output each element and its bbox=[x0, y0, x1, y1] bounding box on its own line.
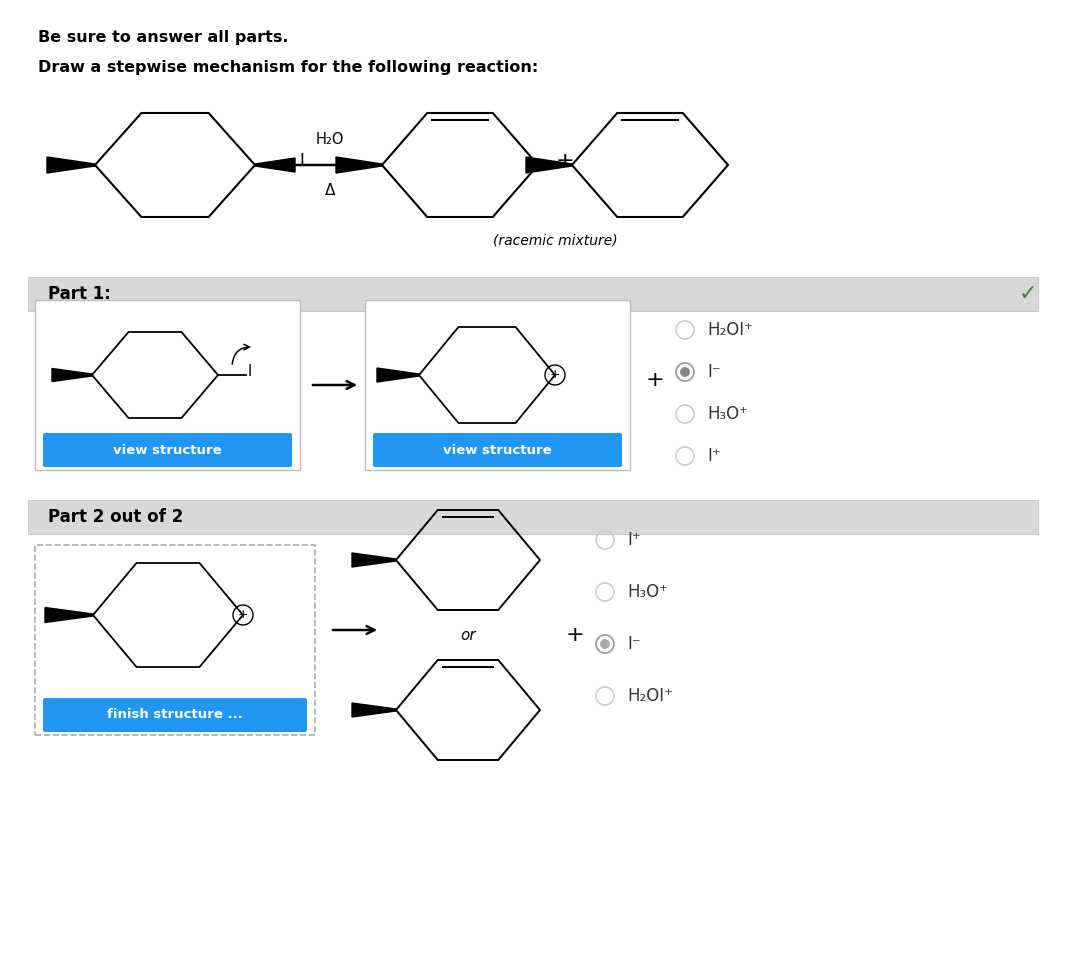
Polygon shape bbox=[47, 157, 95, 173]
Text: I: I bbox=[299, 152, 304, 170]
Text: +: + bbox=[237, 608, 248, 620]
Text: I: I bbox=[248, 364, 252, 378]
Text: Be sure to answer all parts.: Be sure to answer all parts. bbox=[38, 30, 289, 45]
FancyBboxPatch shape bbox=[373, 433, 622, 467]
Text: I⁻: I⁻ bbox=[707, 363, 721, 381]
Bar bbox=[35, 545, 315, 735]
Text: +: + bbox=[566, 625, 585, 645]
Text: I⁻: I⁻ bbox=[627, 635, 641, 653]
Text: H₂O: H₂O bbox=[315, 132, 344, 147]
FancyArrowPatch shape bbox=[232, 345, 249, 364]
Text: view structure: view structure bbox=[113, 444, 222, 457]
Polygon shape bbox=[353, 703, 396, 717]
Text: Part 1:: Part 1: bbox=[48, 285, 111, 303]
Text: Part 2 out of 2: Part 2 out of 2 bbox=[48, 508, 183, 526]
Polygon shape bbox=[526, 157, 572, 173]
FancyBboxPatch shape bbox=[43, 433, 292, 467]
Text: ✓: ✓ bbox=[1019, 284, 1037, 304]
Polygon shape bbox=[45, 608, 93, 622]
Bar bbox=[28, 277, 1038, 311]
Text: H₃O⁺: H₃O⁺ bbox=[707, 405, 748, 423]
Circle shape bbox=[681, 367, 690, 377]
Text: H₃O⁺: H₃O⁺ bbox=[627, 583, 668, 601]
Text: I⁺: I⁺ bbox=[707, 447, 721, 465]
Polygon shape bbox=[335, 157, 382, 173]
Text: H₂OI⁺: H₂OI⁺ bbox=[707, 321, 753, 339]
Bar bbox=[28, 500, 1038, 534]
Text: I⁺: I⁺ bbox=[627, 531, 641, 549]
Text: Δ: Δ bbox=[325, 183, 335, 198]
Text: H₂OI⁺: H₂OI⁺ bbox=[627, 687, 673, 705]
Bar bbox=[365, 300, 630, 470]
Text: (racemic mixture): (racemic mixture) bbox=[493, 233, 618, 247]
Circle shape bbox=[600, 639, 610, 649]
Text: or: or bbox=[460, 628, 476, 642]
Polygon shape bbox=[52, 369, 92, 381]
Text: +: + bbox=[550, 368, 560, 380]
Text: finish structure ...: finish structure ... bbox=[108, 708, 243, 722]
Text: view structure: view structure bbox=[443, 444, 552, 457]
FancyBboxPatch shape bbox=[43, 698, 307, 732]
Polygon shape bbox=[255, 158, 295, 172]
Polygon shape bbox=[377, 368, 419, 382]
Bar bbox=[35, 300, 300, 470]
Text: +: + bbox=[556, 151, 574, 171]
Text: +: + bbox=[645, 370, 665, 390]
Polygon shape bbox=[353, 553, 396, 567]
Text: Draw a stepwise mechanism for the following reaction:: Draw a stepwise mechanism for the follow… bbox=[38, 60, 538, 75]
